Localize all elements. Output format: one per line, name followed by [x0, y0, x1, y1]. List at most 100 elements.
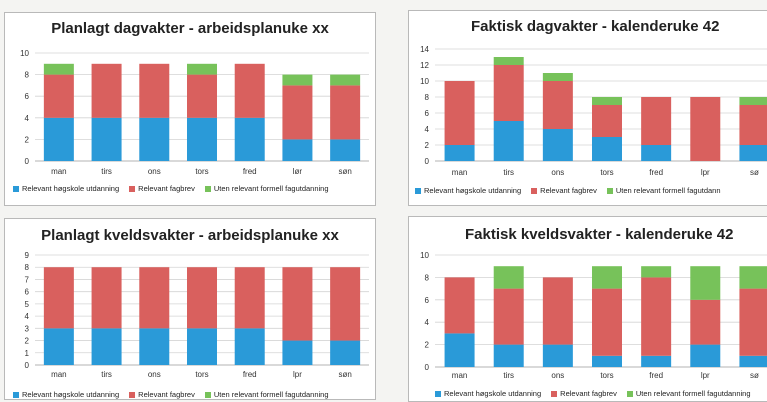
x-tick-label: lpr: [293, 370, 302, 379]
x-tick-label: man: [452, 168, 468, 177]
y-tick-label: 2: [425, 341, 430, 350]
x-tick-label: søn: [338, 370, 351, 379]
bar-segment: [330, 267, 361, 341]
legend-item-uten: Uten relevant formell fagutdanning: [626, 389, 751, 398]
bar-segment: [139, 267, 170, 329]
chart-title: Planlagt dagvakter - arbeidsplanuke xx: [51, 20, 329, 37]
legend-label: Relevant fagbrev: [138, 390, 195, 399]
bar-segment: [187, 328, 217, 365]
y-tick-label: 4: [425, 125, 430, 134]
chart-panel-planned-day: Planlagt dagvakter - arbeidsplanuke xx 0…: [4, 12, 376, 206]
chart-legend: Relevant høgskole utdanning Relevant fag…: [13, 390, 329, 399]
bar-segment: [493, 344, 524, 367]
bar-segment: [641, 97, 672, 145]
x-tick-label: tors: [600, 168, 613, 177]
y-tick-label: 4: [25, 114, 30, 123]
y-tick-label: 10: [420, 77, 429, 86]
bar-segment: [187, 117, 217, 161]
bar-segment: [444, 333, 475, 367]
x-tick-label: man: [51, 167, 67, 176]
x-tick-label: ons: [551, 371, 564, 380]
bar-segment: [91, 63, 122, 118]
legend-label: Uten relevant formell fagutdann: [615, 186, 721, 195]
bar-segment: [330, 74, 361, 86]
y-tick-label: 3: [25, 324, 30, 333]
chart-svg: 0 2 4 6 8 10 12 14 man tirs ons tors fred lpr sø: [420, 45, 767, 177]
bar-segment: [282, 340, 313, 365]
y-tick-label: 8: [25, 71, 30, 80]
x-tick-label: lpr: [701, 168, 710, 177]
x-tick-label: fred: [649, 371, 663, 380]
bar-segment: [641, 277, 672, 356]
legend-item-hoyskole: Relevant høgskole utdanning: [13, 390, 119, 399]
chart-title: Faktisk kveldsvakter - kalenderuke 42: [465, 226, 734, 243]
chart-legend: Relevant høgskole utdanning Relevant fag…: [415, 186, 721, 195]
legend-item-hoyskole: Relevant høgskole utdanning: [415, 186, 521, 195]
bar-segment: [91, 267, 122, 329]
chart-legend: Relevant høgskole utdanning Relevant fag…: [13, 184, 329, 193]
x-tick-label: ons: [148, 167, 161, 176]
legend-label: Uten relevant formell fagutdanning: [213, 184, 329, 193]
x-tick-label: søn: [338, 167, 351, 176]
legend-item-fagbrev: Relevant fagbrev: [129, 390, 195, 399]
bar-segment: [739, 355, 767, 367]
chart-svg: 0 2 4 6 8 10 man tirs ons tors fred lpr sø: [420, 251, 767, 380]
bar-segment: [282, 74, 313, 86]
bar-segment: [330, 340, 361, 365]
bar-segment: [592, 288, 622, 356]
bar-segment: [739, 266, 767, 289]
chart-panel-actual-day: Faktisk dagvakter - kalenderuke 42 0 2 4 6 8…: [408, 10, 767, 206]
y-tick-label: 8: [425, 273, 430, 282]
y-tick-label: 10: [20, 49, 29, 58]
y-tick-label: 1: [25, 349, 30, 358]
bar-segment: [91, 117, 122, 161]
bar-segment: [282, 85, 313, 140]
y-tick-label: 10: [420, 251, 429, 260]
y-tick-label: 6: [425, 296, 430, 305]
x-tick-label: tors: [195, 370, 208, 379]
bar-segment: [690, 299, 721, 345]
bar-segment: [444, 277, 475, 334]
legend-label: Relevant høgskole utdanning: [424, 186, 522, 195]
bar-segment: [282, 139, 313, 161]
y-tick-label: 6: [25, 92, 30, 101]
bar-segment: [592, 355, 622, 367]
legend-item-fagbrev: Relevant fagbrev: [551, 389, 617, 398]
bar-segment: [690, 266, 721, 300]
x-tick-label: tors: [195, 167, 208, 176]
x-tick-label: fred: [243, 167, 257, 176]
bar-segment: [493, 288, 524, 345]
bar-segment: [43, 328, 74, 365]
x-tick-label: man: [452, 371, 468, 380]
bar-segment: [542, 81, 573, 129]
bar-segment: [43, 117, 74, 161]
x-tick-label: fred: [649, 168, 663, 177]
bar-segment: [542, 344, 573, 367]
bar-segment: [493, 121, 524, 161]
y-tick-label: 2: [25, 135, 30, 144]
y-tick-label: 2: [25, 337, 30, 346]
y-tick-label: 0: [25, 361, 30, 370]
legend-label: Relevant høgskole utdanning: [22, 184, 120, 193]
legend-label: Relevant fagbrev: [138, 184, 195, 193]
bar-segment: [234, 117, 265, 161]
bar-segment: [542, 277, 573, 345]
y-tick-label: 7: [25, 275, 30, 284]
x-tick-label: tirs: [503, 371, 514, 380]
x-tick-label: ons: [148, 370, 161, 379]
legend-label: Uten relevant formell fagutdanning: [213, 390, 329, 399]
y-tick-label: 4: [25, 312, 30, 321]
legend-item-uten: Uten relevant formell fagutdanning: [204, 184, 329, 193]
chart-panel-planned-evening: Planlagt kveldsvakter - arbeidsplanuke x…: [4, 218, 376, 400]
legend-label: Uten relevant formell fagutdanning: [635, 389, 751, 398]
bar-segment: [493, 65, 524, 121]
bar-segment: [282, 267, 313, 341]
bar-segment: [592, 105, 622, 137]
legend-label: Relevant fagbrev: [540, 186, 597, 195]
bar-segment: [187, 267, 217, 329]
y-tick-label: 14: [420, 45, 429, 54]
y-tick-label: 0: [425, 363, 430, 372]
chart-panel-actual-evening: Faktisk kveldsvakter - kalenderuke 42 0 2…: [408, 216, 767, 402]
bar-segment: [187, 63, 217, 75]
legend-label: Relevant høgskole utdanning: [22, 390, 120, 399]
